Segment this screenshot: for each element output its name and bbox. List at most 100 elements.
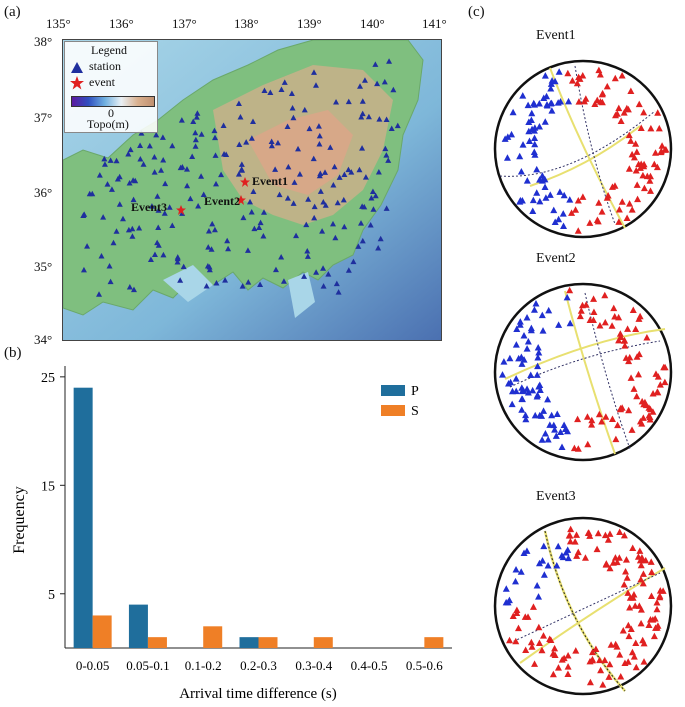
station-marker: [198, 131, 205, 137]
station-marker: [304, 247, 311, 254]
polarity-marker: [628, 648, 636, 656]
polarity-marker: [529, 386, 537, 394]
polarity-marker: [577, 307, 585, 314]
polarity-marker: [551, 651, 559, 658]
polarity-marker: [628, 426, 636, 433]
station-marker: [161, 210, 168, 216]
station-marker: [267, 89, 274, 95]
polarity-marker: [551, 218, 559, 225]
polarity-marker: [512, 375, 520, 382]
y-axis-label: Frequency: [11, 486, 28, 554]
station-marker: [154, 193, 161, 199]
polarity-marker: [528, 125, 536, 133]
station-marker: [192, 129, 199, 136]
station-marker: [169, 142, 176, 149]
polarity-marker: [574, 548, 582, 556]
station-marker: [212, 152, 219, 158]
polarity-marker: [508, 400, 516, 408]
bar-p-0: [73, 387, 93, 648]
polarity-marker: [555, 321, 563, 328]
polarity-marker: [551, 426, 559, 433]
polarity-marker: [565, 531, 573, 539]
polarity-marker: [505, 596, 513, 604]
station-marker: [261, 87, 268, 93]
polarity-marker: [595, 410, 603, 418]
polarity-marker: [527, 638, 535, 646]
station-marker: [359, 145, 366, 151]
station-marker: [372, 61, 379, 67]
station-marker: [248, 209, 255, 215]
polarity-marker: [643, 334, 651, 341]
polarity-marker: [555, 215, 563, 223]
polarity-marker: [539, 632, 547, 639]
polarity-marker: [617, 404, 625, 412]
station-marker: [193, 114, 200, 120]
station-marker: [96, 172, 103, 178]
station-marker: [381, 78, 388, 85]
polarity-marker: [601, 291, 609, 299]
x-tick-label: 0-0.05: [76, 658, 110, 673]
polarity-marker: [568, 209, 576, 216]
polarity-marker: [520, 331, 528, 339]
polarity-marker: [524, 388, 532, 396]
polarity-marker: [586, 316, 594, 323]
polarity-marker: [514, 624, 522, 632]
x-tick-label: 0.1-0.2: [185, 658, 222, 673]
polarity-marker: [513, 325, 521, 332]
station-marker: [301, 106, 308, 113]
polarity-marker: [564, 546, 572, 553]
bay: [163, 265, 213, 302]
polarity-marker: [639, 570, 647, 577]
polarity-marker: [568, 77, 576, 84]
legend-swatch-s: [381, 405, 405, 416]
polarity-marker: [593, 545, 601, 553]
station-marker: [183, 166, 190, 172]
station-marker: [101, 161, 108, 167]
station-marker: [330, 182, 337, 188]
station-marker: [180, 263, 187, 270]
polarity-marker: [647, 558, 655, 565]
polarity-marker: [620, 109, 628, 116]
station-marker: [383, 116, 390, 123]
station-marker: [244, 247, 251, 253]
polarity-marker: [548, 99, 556, 107]
panel-label-a: (a): [4, 4, 21, 20]
station-marker: [137, 156, 144, 162]
polarity-marker: [648, 568, 656, 576]
polarity-marker: [538, 646, 546, 654]
beachball-event3: [493, 516, 673, 696]
station-marker: [257, 219, 264, 226]
station-marker: [306, 125, 313, 132]
station-marker: [119, 215, 126, 222]
polarity-marker: [612, 111, 620, 119]
station-marker: [195, 202, 202, 209]
lat-tick: 38°: [34, 34, 53, 49]
polarity-marker: [590, 295, 598, 302]
station-marker: [388, 125, 395, 132]
lat-tick: 34°: [34, 332, 53, 347]
polarity-marker: [535, 623, 543, 631]
polarity-marker: [556, 188, 564, 195]
legend-label-s: S: [411, 404, 419, 419]
polarity-marker: [535, 593, 543, 600]
station-marker: [213, 280, 220, 286]
station-marker: [382, 145, 389, 152]
polarity-marker: [612, 435, 620, 443]
station-marker: [235, 100, 242, 107]
polarity-marker: [594, 217, 602, 225]
polarity-marker: [534, 353, 542, 361]
polarity-marker: [518, 384, 526, 391]
polarity-marker: [527, 326, 535, 334]
polarity-marker: [627, 87, 635, 95]
polarity-marker: [611, 182, 619, 189]
x-tick-label: 0.5-0.6: [406, 658, 443, 673]
station-marker: [322, 169, 329, 175]
station-marker: [268, 142, 275, 149]
polarity-marker: [539, 327, 547, 334]
station-marker: [240, 214, 247, 221]
station-marker: [316, 140, 323, 147]
station-marker: [110, 239, 117, 246]
station-marker: [247, 198, 254, 205]
station-marker: [367, 222, 374, 228]
colorbar-tick: 0: [108, 106, 114, 120]
